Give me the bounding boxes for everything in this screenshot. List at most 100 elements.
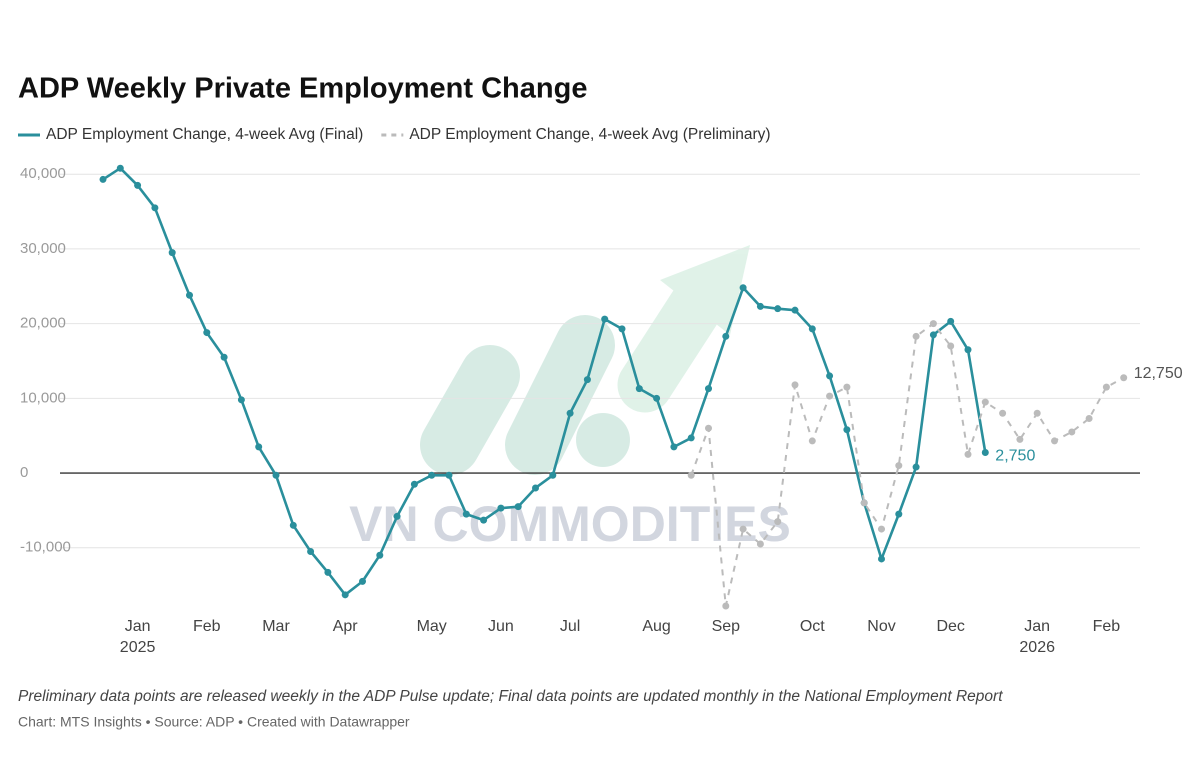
data-point <box>705 385 712 393</box>
y-tick-label: 40,000 <box>20 165 66 182</box>
data-point <box>583 376 591 384</box>
data-point <box>705 424 712 432</box>
legend-label: ADP Employment Change, 4-week Avg (Final… <box>46 126 363 143</box>
x-tick-label: Oct <box>799 618 825 635</box>
data-point <box>549 471 557 479</box>
data-point <box>929 320 937 328</box>
data-point <box>843 383 851 391</box>
data-point <box>756 540 764 548</box>
data-point <box>203 329 211 337</box>
data-point <box>1033 409 1041 417</box>
y-tick-label: 0 <box>20 464 28 481</box>
legend-label: ADP Employment Change, 4-week Avg (Preli… <box>409 126 770 143</box>
watermark: VN COMMODITIES <box>349 496 791 552</box>
x-tick-label: Nov <box>867 618 896 635</box>
data-point <box>981 448 989 456</box>
data-point <box>860 499 868 507</box>
note: Preliminary data points are released wee… <box>18 688 1003 705</box>
data-point <box>1016 435 1024 443</box>
data-point <box>878 555 885 563</box>
data-point <box>428 471 436 479</box>
y-tick-label: 20,000 <box>20 315 66 332</box>
data-point <box>687 434 695 442</box>
data-point <box>393 512 401 520</box>
data-point <box>618 325 626 333</box>
data-point <box>635 385 643 393</box>
data-point <box>514 503 522 511</box>
data-point <box>947 342 955 350</box>
data-point <box>237 396 245 404</box>
x-tick-label: Mar <box>262 618 290 635</box>
data-point <box>722 602 730 610</box>
data-point <box>687 471 695 479</box>
series-line <box>102 166 987 597</box>
data-point <box>912 332 920 340</box>
data-point <box>116 164 124 172</box>
data-point <box>151 204 159 212</box>
data-point <box>480 516 488 524</box>
data-point <box>739 525 747 533</box>
x-tick-label: Jul <box>559 618 581 635</box>
data-point <box>843 426 851 434</box>
data-point <box>462 510 470 518</box>
data-point <box>808 325 816 333</box>
y-tick-label: 10,000 <box>20 389 66 406</box>
watermark-arrow <box>420 245 750 475</box>
data-point <box>566 409 574 417</box>
data-point <box>1120 374 1128 382</box>
x-tick-label: May <box>416 618 447 635</box>
data-point <box>912 463 920 471</box>
data-point <box>532 484 539 492</box>
data-point <box>289 521 297 529</box>
y-tick-label: -10,000 <box>20 539 71 556</box>
data-point <box>826 372 834 380</box>
data-point <box>1102 383 1110 391</box>
data-point <box>929 331 937 339</box>
value-label: 12,750 <box>1134 365 1183 382</box>
x-tick-label: Feb <box>193 618 221 635</box>
data-point <box>878 525 885 533</box>
data-point <box>1068 428 1076 436</box>
data-point <box>895 510 903 518</box>
data-point <box>722 332 730 340</box>
data-point <box>670 443 678 451</box>
data-point <box>272 471 280 479</box>
data-point <box>220 353 228 361</box>
x-tick-label: Jan 2026 <box>1019 618 1055 656</box>
data-point <box>601 315 609 323</box>
data-point <box>947 317 955 325</box>
value-label: 2,750 <box>995 448 1035 465</box>
data-point <box>964 450 972 458</box>
data-point <box>255 443 263 451</box>
data-point <box>341 591 349 599</box>
data-point <box>653 394 661 402</box>
y-tick-label: 30,000 <box>20 240 66 257</box>
data-point <box>774 305 782 313</box>
data-point <box>497 504 505 512</box>
source: Chart: MTS Insights • Source: ADP • Crea… <box>18 714 410 730</box>
data-point <box>826 392 834 400</box>
data-point <box>1085 414 1093 422</box>
data-point <box>186 291 193 299</box>
data-point <box>756 302 764 310</box>
x-tick-label: Jun <box>487 618 514 635</box>
x-tick-label: Jan 2025 <box>119 618 156 656</box>
x-tick-label: Dec <box>936 618 965 635</box>
data-point <box>410 480 418 488</box>
x-tick-label: Sep <box>711 618 741 635</box>
chart-title: ADP Weekly Private Employment Change <box>18 73 587 105</box>
data-point <box>324 568 332 576</box>
data-point <box>964 346 972 354</box>
data-point <box>895 462 903 470</box>
data-point <box>808 437 816 445</box>
data-point <box>1051 437 1058 445</box>
data-point <box>168 249 176 257</box>
data-point <box>99 175 107 183</box>
x-tick-label: Aug <box>642 618 671 635</box>
data-point <box>774 518 782 526</box>
x-tick-label: Feb <box>1092 618 1121 635</box>
data-point <box>739 284 747 292</box>
data-point <box>359 577 366 585</box>
